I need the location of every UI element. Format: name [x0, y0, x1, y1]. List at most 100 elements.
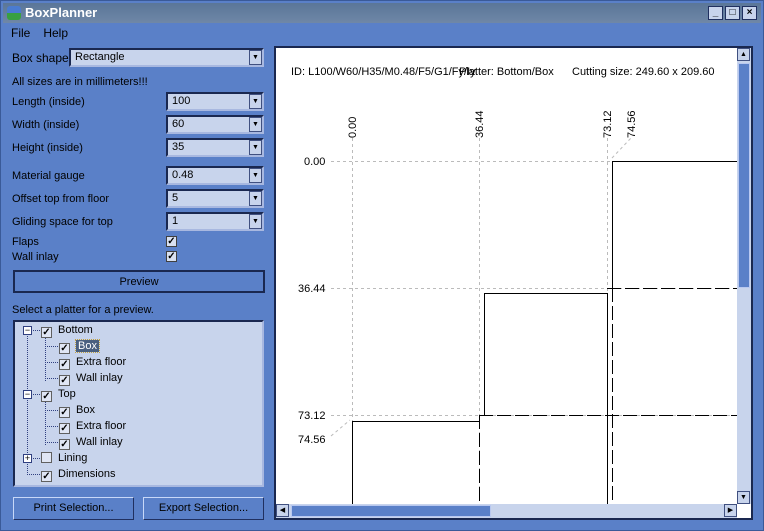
- scroll-right-icon[interactable]: ▶: [724, 504, 737, 517]
- chevron-down-icon[interactable]: ▼: [249, 168, 262, 183]
- cutting-size: Cutting size: 249.60 x 209.60: [572, 66, 714, 78]
- platter-prompt: Select a platter for a preview.: [12, 304, 154, 316]
- field-label: Height (inside): [12, 142, 83, 154]
- field-label: Offset top from floor: [12, 193, 110, 205]
- title-bar: BoxPlanner _ □ ×: [3, 3, 761, 23]
- tree-item-top-box[interactable]: ✓ Box: [59, 402, 95, 418]
- tree-item-top-extra-floor[interactable]: ✓ Extra floor: [59, 418, 126, 434]
- field-input[interactable]: 100 ▼: [166, 92, 264, 111]
- tree-label: Bottom: [58, 324, 93, 336]
- scroll-left-icon[interactable]: ◀: [276, 504, 289, 517]
- platter-id: ID: L100/W60/H35/M0.48/F5/G1/Fy/Iy: [291, 66, 476, 78]
- minimize-button[interactable]: _: [708, 6, 723, 20]
- tree-label: Extra floor: [76, 420, 127, 432]
- collapse-top-icon[interactable]: −: [23, 389, 32, 399]
- x-mark: 36.44: [474, 110, 486, 138]
- tree-label: Extra floor: [76, 356, 127, 368]
- app-icon: [7, 6, 21, 20]
- vertical-scroll-thumb[interactable]: [738, 63, 750, 288]
- tree-label: Wall inlay: [76, 372, 123, 384]
- field-input[interactable]: 0.48 ▼: [166, 166, 264, 185]
- tree-label: Box: [75, 339, 100, 353]
- wall-inlay-checkbox[interactable]: ✓: [166, 251, 177, 262]
- units-note: All sizes are in millimeters!!!: [12, 76, 148, 88]
- checkbox[interactable]: [41, 452, 52, 463]
- field-input[interactable]: 60 ▼: [166, 115, 264, 134]
- scroll-down-icon[interactable]: ▼: [737, 491, 750, 504]
- field-input[interactable]: 35 ▼: [166, 138, 264, 157]
- tree-item-bottom[interactable]: ✓ Bottom: [41, 322, 93, 338]
- chevron-down-icon[interactable]: ▼: [249, 117, 262, 132]
- field-input[interactable]: 1 ▼: [166, 212, 264, 231]
- checkbox[interactable]: ✓: [59, 343, 70, 354]
- scroll-up-icon[interactable]: ▲: [737, 48, 750, 61]
- flaps-label: Flaps: [12, 236, 39, 248]
- x-mark: 74.56: [626, 110, 638, 138]
- print-selection-button[interactable]: Print Selection...: [13, 497, 134, 520]
- chevron-down-icon[interactable]: ▼: [249, 191, 262, 206]
- field-label: Length (inside): [12, 96, 85, 108]
- tree-item-bottom-extra-floor[interactable]: ✓ Extra floor: [59, 354, 126, 370]
- chevron-down-icon[interactable]: ▼: [249, 94, 262, 109]
- collapse-bottom-icon[interactable]: −: [23, 325, 32, 335]
- field-value: 60: [172, 118, 185, 130]
- preview-button[interactable]: Preview: [13, 270, 265, 293]
- horizontal-scrollbar[interactable]: ◀ ▶: [276, 504, 737, 518]
- field-label: Width (inside): [12, 119, 80, 131]
- close-button[interactable]: ×: [742, 6, 757, 20]
- tree-item-top[interactable]: ✓ Top: [41, 386, 76, 402]
- checkbox[interactable]: ✓: [41, 391, 52, 402]
- menu-help[interactable]: Help: [43, 26, 69, 40]
- menu-bar: File Help: [11, 26, 68, 40]
- chevron-down-icon[interactable]: ▼: [249, 140, 262, 155]
- tree-label: Box: [76, 404, 95, 416]
- field-input[interactable]: 5 ▼: [166, 189, 264, 208]
- tree-label: Wall inlay: [76, 436, 123, 448]
- checkbox[interactable]: ✓: [41, 471, 52, 482]
- checkbox[interactable]: ✓: [59, 407, 70, 418]
- tree-label: Dimensions: [58, 468, 116, 480]
- horizontal-scroll-thumb[interactable]: [291, 505, 491, 517]
- field-label: Gliding space for top: [12, 216, 113, 228]
- field-value: 0.48: [172, 169, 194, 181]
- checkbox[interactable]: ✓: [59, 423, 70, 434]
- checkbox[interactable]: ✓: [59, 375, 70, 386]
- y-mark: 73.12: [298, 410, 326, 422]
- cut-lines: [352, 161, 737, 504]
- platter-tree[interactable]: − − + ✓ Bottom ✓ Box ✓ Extra floor ✓ Wall in…: [13, 320, 264, 487]
- field-value: 100: [172, 95, 191, 107]
- flaps-checkbox[interactable]: ✓: [166, 236, 177, 247]
- field-value: 5: [172, 192, 179, 204]
- tree-lines: [27, 330, 59, 475]
- window-title: BoxPlanner: [25, 5, 98, 20]
- field-value: 1: [172, 215, 179, 227]
- checkbox[interactable]: ✓: [41, 327, 52, 338]
- tree-item-bottom-box[interactable]: ✓ Box: [59, 338, 100, 354]
- expand-lining-icon[interactable]: +: [23, 453, 32, 463]
- tree-item-dimensions[interactable]: ✓ Dimensions: [41, 466, 115, 482]
- tree-item-lining[interactable]: Lining: [41, 450, 87, 466]
- platter-drawing: ID: L100/W60/H35/M0.48/F5/G1/Fy/Iy Platt…: [291, 66, 737, 504]
- menu-file[interactable]: File: [11, 26, 31, 40]
- fold-lines: [479, 288, 737, 504]
- checkbox[interactable]: ✓: [59, 359, 70, 370]
- chevron-down-icon[interactable]: ▼: [249, 50, 262, 65]
- tree-label: Top: [58, 388, 76, 400]
- x-mark: 73.12: [602, 110, 614, 138]
- platter-name: Platter: Bottom/Box: [459, 66, 554, 78]
- field-value: 35: [172, 141, 185, 153]
- field-label: Material gauge: [12, 170, 85, 182]
- box-shape-select[interactable]: Rectangle ▼: [69, 48, 264, 67]
- vertical-scrollbar[interactable]: ▲ ▼: [737, 48, 751, 504]
- y-mark: 0.00: [304, 156, 325, 168]
- maximize-button[interactable]: □: [725, 6, 740, 20]
- tree-label: Lining: [58, 452, 88, 464]
- chevron-down-icon[interactable]: ▼: [249, 214, 262, 229]
- tree-item-top-wall-inlay[interactable]: ✓ Wall inlay: [59, 434, 123, 450]
- wall-inlay-label: Wall inlay: [12, 251, 59, 263]
- tree-item-bottom-wall-inlay[interactable]: ✓ Wall inlay: [59, 370, 123, 386]
- checkbox[interactable]: ✓: [59, 439, 70, 450]
- export-selection-button[interactable]: Export Selection...: [143, 497, 264, 520]
- preview-canvas[interactable]: ID: L100/W60/H35/M0.48/F5/G1/Fy/Iy Platt…: [274, 46, 753, 520]
